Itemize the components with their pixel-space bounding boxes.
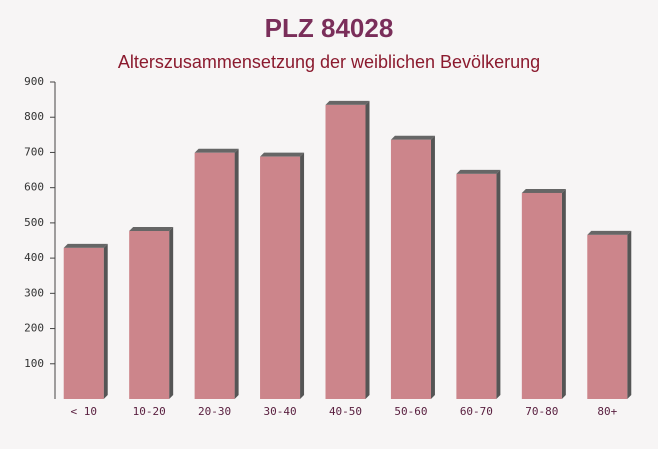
bar-shadow xyxy=(63,243,108,248)
y-tick-label: 600 xyxy=(24,181,44,194)
bar xyxy=(63,247,104,399)
y-tick-label: 900 xyxy=(24,75,44,88)
bar-shadow xyxy=(129,226,174,231)
bar-shadow xyxy=(587,230,632,235)
chart-subtitle: Alterszusammensetzung der weiblichen Bev… xyxy=(118,52,540,72)
bar-shadow xyxy=(103,243,108,399)
x-tick-label: 30-40 xyxy=(263,405,296,418)
bar-shadow xyxy=(561,188,566,399)
x-tick-label: 80+ xyxy=(597,405,617,418)
y-tick-label: 500 xyxy=(24,216,44,229)
y-tick-label: 300 xyxy=(24,286,44,299)
x-tick-label: 70-80 xyxy=(525,405,558,418)
bar-shadow xyxy=(300,152,305,399)
x-tick-label: 20-30 xyxy=(198,405,231,418)
bar-shadow xyxy=(169,226,174,399)
y-tick-label: 800 xyxy=(24,110,44,123)
x-tick-label: < 10 xyxy=(70,405,97,418)
bar-shadow xyxy=(325,100,370,105)
bar-shadow xyxy=(194,148,239,153)
bar-shadow xyxy=(456,169,501,174)
x-tick-label: 10-20 xyxy=(133,405,166,418)
y-tick-label: 400 xyxy=(24,251,44,264)
bar-shadow xyxy=(430,135,435,399)
bar xyxy=(587,234,628,399)
bar xyxy=(390,139,431,399)
y-tick-label: 700 xyxy=(24,145,44,158)
y-tick-label: 200 xyxy=(24,322,44,335)
bar-shadow xyxy=(260,152,305,157)
bar-shadow xyxy=(365,100,370,400)
bar xyxy=(260,156,301,399)
bar xyxy=(325,104,366,400)
bar xyxy=(456,173,497,399)
bar-shadow xyxy=(627,230,632,399)
bar-shadow xyxy=(390,135,435,140)
bar-shadow xyxy=(496,169,501,399)
bar-shadow xyxy=(521,188,566,193)
bar xyxy=(129,230,170,399)
x-tick-label: 40-50 xyxy=(329,405,362,418)
y-tick-label: 100 xyxy=(24,357,44,370)
bar xyxy=(194,152,235,399)
bar xyxy=(521,192,562,399)
bar-shadow xyxy=(234,148,239,399)
x-tick-label: 60-70 xyxy=(460,405,493,418)
x-tick-label: 50-60 xyxy=(394,405,427,418)
chart-title: PLZ 84028 xyxy=(265,13,394,43)
